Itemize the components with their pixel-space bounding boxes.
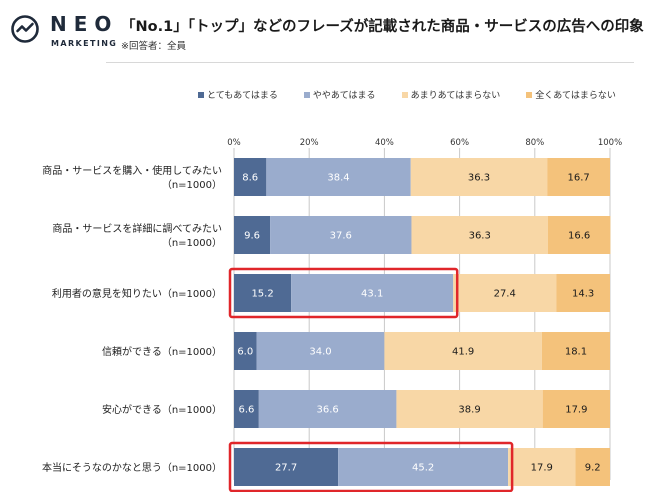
bar-segment (234, 158, 267, 196)
category-label: 利用者の意見を知りたい（n=1000） (52, 287, 222, 300)
bar-segment (266, 158, 411, 196)
bar-segment (256, 332, 385, 370)
data-label: 36.3 (469, 231, 491, 242)
bar-segment (234, 274, 292, 312)
neo-marketing-logo: NEO MARKETING (10, 10, 120, 54)
bar-segment (556, 274, 610, 312)
data-label: 37.6 (330, 231, 352, 242)
logo-wordmark: NEO (50, 12, 119, 36)
data-label: 38.4 (327, 173, 349, 184)
category-label: 商品・サービスを購入・使用してみたい (42, 164, 222, 177)
data-label: 27.7 (275, 463, 297, 474)
legend-swatch-3 (401, 91, 408, 98)
bar-segment (234, 216, 271, 254)
data-label: 16.6 (568, 231, 590, 242)
category-label: （n=1000） (162, 179, 222, 191)
logo-mark-icon (11, 15, 39, 43)
data-label: 6.0 (237, 347, 253, 358)
data-label: 17.9 (531, 463, 553, 474)
bar-segment (410, 158, 548, 196)
respondent-note: ※回答者：全員 (121, 41, 186, 52)
legend-swatch-4 (526, 91, 533, 98)
data-label: 9.6 (244, 231, 260, 242)
data-label: 36.6 (316, 405, 338, 416)
category-label: （n=1000） (162, 237, 222, 249)
legend-swatch-2 (303, 91, 310, 98)
legend-label: 全くあてはまらない (535, 91, 616, 101)
data-label: 41.9 (452, 347, 474, 358)
x-tick-label: 100% (598, 138, 622, 148)
bar-segment (384, 332, 542, 370)
x-tick-label: 80% (525, 138, 544, 148)
logo-subtext: MARKETING (51, 39, 118, 48)
data-label: 38.9 (458, 405, 480, 416)
legend-item: とてもあてはまる (198, 88, 278, 101)
data-label: 18.1 (565, 347, 587, 358)
x-tick-label: 0% (227, 138, 241, 148)
category-label: 安心ができる（n=1000） (102, 403, 222, 416)
legend-item: 全くあてはまらない (526, 88, 616, 101)
bar-segment (575, 448, 610, 486)
data-label: 27.4 (494, 289, 516, 300)
legend-item: あまりあてはまらない (401, 88, 501, 101)
bar-segment (547, 216, 611, 254)
legend-label: ややあてはまる (312, 91, 376, 101)
x-tick-label: 60% (450, 138, 469, 148)
chart-legend: とてもあてはまる ややあてはまる あまりあてはまらない 全くあてはまらない (198, 88, 616, 101)
data-label: 6.6 (238, 405, 254, 416)
data-label: 15.2 (251, 289, 273, 300)
bar-segment (234, 390, 259, 428)
data-label: 9.2 (585, 463, 601, 474)
bar-segment (270, 216, 412, 254)
x-tick-label: 20% (300, 138, 319, 148)
bar-segment (291, 274, 454, 312)
data-label: 8.6 (242, 173, 258, 184)
legend-swatch-1 (198, 91, 204, 98)
bar-segment (508, 448, 576, 486)
data-label: 16.7 (567, 173, 589, 184)
bar-segment (411, 216, 548, 254)
category-label: 信頼ができる（n=1000） (102, 345, 222, 358)
data-label: 34.0 (309, 347, 331, 358)
data-label: 45.2 (412, 463, 434, 474)
legend-label: あまりあてはまらない (410, 91, 501, 101)
page-title: 「No.1」「トップ」などのフレーズが記載された商品・サービスの広告への印象 (121, 19, 644, 35)
bar-segment (541, 332, 610, 370)
bar-segment (542, 390, 610, 428)
bar-segment (338, 448, 509, 486)
bar-segment (547, 158, 610, 196)
bar-segment (396, 390, 543, 428)
data-label: 14.3 (572, 289, 594, 300)
x-tick-label: 40% (375, 138, 394, 148)
data-label: 17.9 (565, 405, 587, 416)
highlight-box (228, 441, 514, 492)
legend-label: とてもあてはまる (207, 91, 278, 101)
data-label: 36.3 (468, 173, 490, 184)
bar-segment (453, 274, 557, 312)
bar-segment (234, 332, 257, 370)
data-label: 43.1 (361, 289, 383, 300)
bar-segment (258, 390, 397, 428)
category-label: 商品・サービスを詳細に調べてみたい (52, 222, 222, 235)
category-label: 本当にそうなのかなと思う（n=1000） (42, 461, 222, 474)
highlight-box (228, 267, 459, 319)
legend-item: ややあてはまる (303, 88, 376, 101)
bar-segment (234, 448, 339, 486)
header-divider (106, 62, 634, 63)
